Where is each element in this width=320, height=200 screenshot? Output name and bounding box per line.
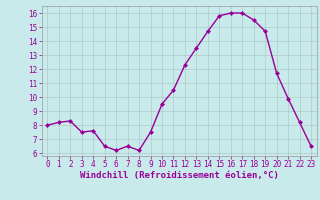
X-axis label: Windchill (Refroidissement éolien,°C): Windchill (Refroidissement éolien,°C) (80, 171, 279, 180)
